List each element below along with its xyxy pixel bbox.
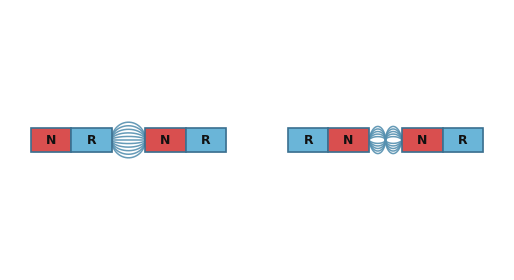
FancyBboxPatch shape [290, 129, 330, 153]
FancyBboxPatch shape [33, 129, 73, 153]
FancyBboxPatch shape [73, 129, 113, 153]
Text: R: R [87, 134, 96, 146]
FancyBboxPatch shape [31, 128, 71, 152]
FancyBboxPatch shape [288, 128, 328, 152]
Text: R: R [458, 134, 467, 146]
FancyBboxPatch shape [187, 129, 227, 153]
FancyBboxPatch shape [402, 128, 443, 152]
FancyBboxPatch shape [186, 128, 226, 152]
FancyBboxPatch shape [328, 128, 369, 152]
Text: N: N [417, 134, 428, 146]
FancyBboxPatch shape [330, 129, 370, 153]
Text: N: N [343, 134, 354, 146]
FancyBboxPatch shape [404, 129, 444, 153]
FancyBboxPatch shape [71, 128, 112, 152]
Text: N: N [160, 134, 171, 146]
Text: R: R [304, 134, 313, 146]
FancyBboxPatch shape [443, 128, 483, 152]
FancyBboxPatch shape [145, 128, 186, 152]
FancyBboxPatch shape [147, 129, 187, 153]
Text: R: R [201, 134, 210, 146]
FancyBboxPatch shape [444, 129, 484, 153]
Text: N: N [46, 134, 57, 146]
